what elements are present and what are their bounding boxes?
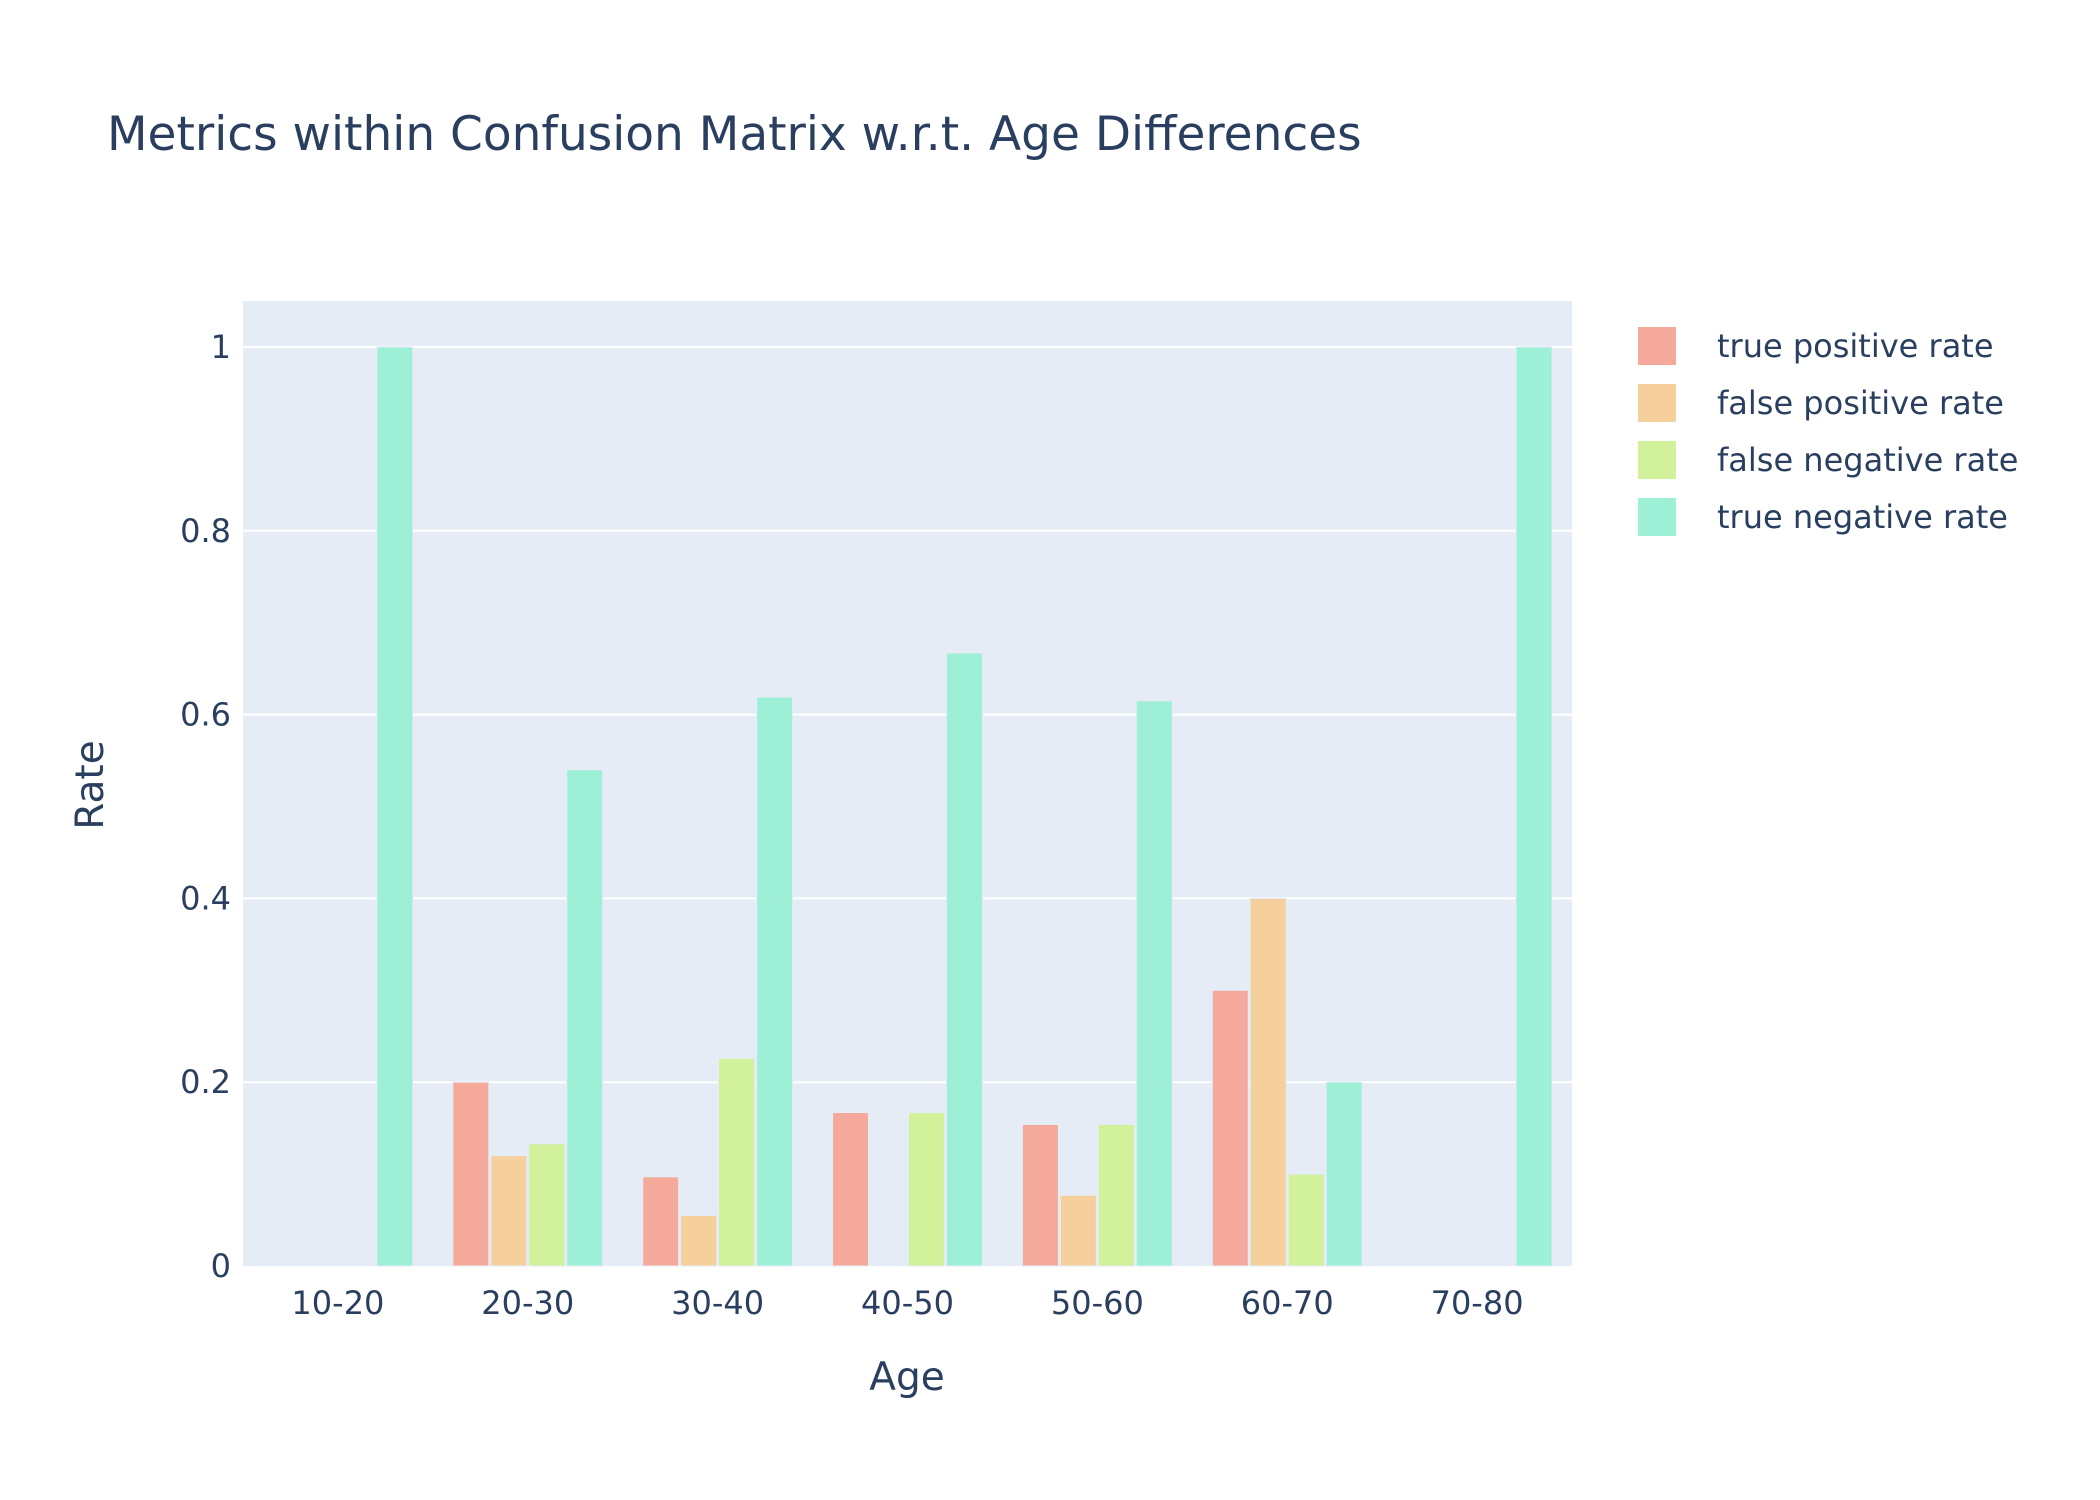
x-axis-title: Age	[869, 1355, 944, 1400]
x-tick-label: 10-20	[291, 1284, 384, 1322]
x-tick-label: 60-70	[1241, 1284, 1334, 1322]
bar	[1097, 1123, 1135, 1267]
plot-area	[243, 301, 1572, 1266]
legend-swatch	[1638, 384, 1676, 422]
x-tick-label: 30-40	[671, 1284, 764, 1322]
legend-label: true negative rate	[1717, 498, 2008, 536]
bar	[528, 1143, 566, 1267]
y-tick-label: 0.8	[180, 512, 231, 550]
legend-label: false negative rate	[1717, 441, 2018, 479]
bar	[756, 696, 794, 1267]
x-tick-label: 20-30	[481, 1284, 574, 1322]
legend-swatch	[1638, 441, 1676, 479]
y-tick-label: 0.4	[180, 879, 231, 917]
bar	[452, 1081, 490, 1267]
bar	[1515, 346, 1553, 1267]
y-axis-ticks: 0 0.2 0.4 0.6 0.8 1	[180, 328, 231, 1285]
y-tick-label: 0.2	[180, 1063, 231, 1101]
legend-swatch	[1638, 327, 1676, 365]
bar	[1287, 1173, 1325, 1267]
x-tick-label: 50-60	[1051, 1284, 1144, 1322]
legend-label: true positive rate	[1717, 327, 1994, 365]
y-tick-label: 0	[211, 1247, 231, 1285]
bar	[1325, 1081, 1363, 1267]
bar	[490, 1155, 528, 1267]
bar	[908, 1112, 945, 1267]
chart-title: Metrics within Confusion Matrix w.r.t. A…	[107, 107, 1362, 162]
y-tick-label: 1	[211, 328, 231, 366]
x-axis-ticks: 10-20 20-30 30-40 40-50 50-60 60-70 70-80	[291, 1284, 1523, 1322]
bar	[680, 1214, 718, 1267]
legend-swatch	[1638, 498, 1676, 536]
x-tick-label: 40-50	[861, 1284, 954, 1322]
legend: true positive rate false positive rate fal…	[1638, 327, 2018, 536]
x-tick-label: 70-80	[1431, 1284, 1524, 1322]
bar	[642, 1176, 680, 1267]
bar	[1135, 700, 1173, 1267]
bar	[1211, 989, 1249, 1267]
bar	[1059, 1194, 1097, 1267]
legend-label: false positive rate	[1717, 384, 2004, 422]
bars	[376, 346, 1553, 1267]
bar	[376, 346, 414, 1267]
bar	[566, 769, 604, 1267]
bar	[832, 1112, 870, 1267]
bar	[1021, 1123, 1059, 1267]
y-tick-label: 0.6	[180, 696, 231, 734]
y-axis-title: Rate	[68, 740, 113, 829]
bar	[1249, 897, 1287, 1267]
bar	[945, 652, 983, 1267]
bar	[718, 1057, 756, 1267]
